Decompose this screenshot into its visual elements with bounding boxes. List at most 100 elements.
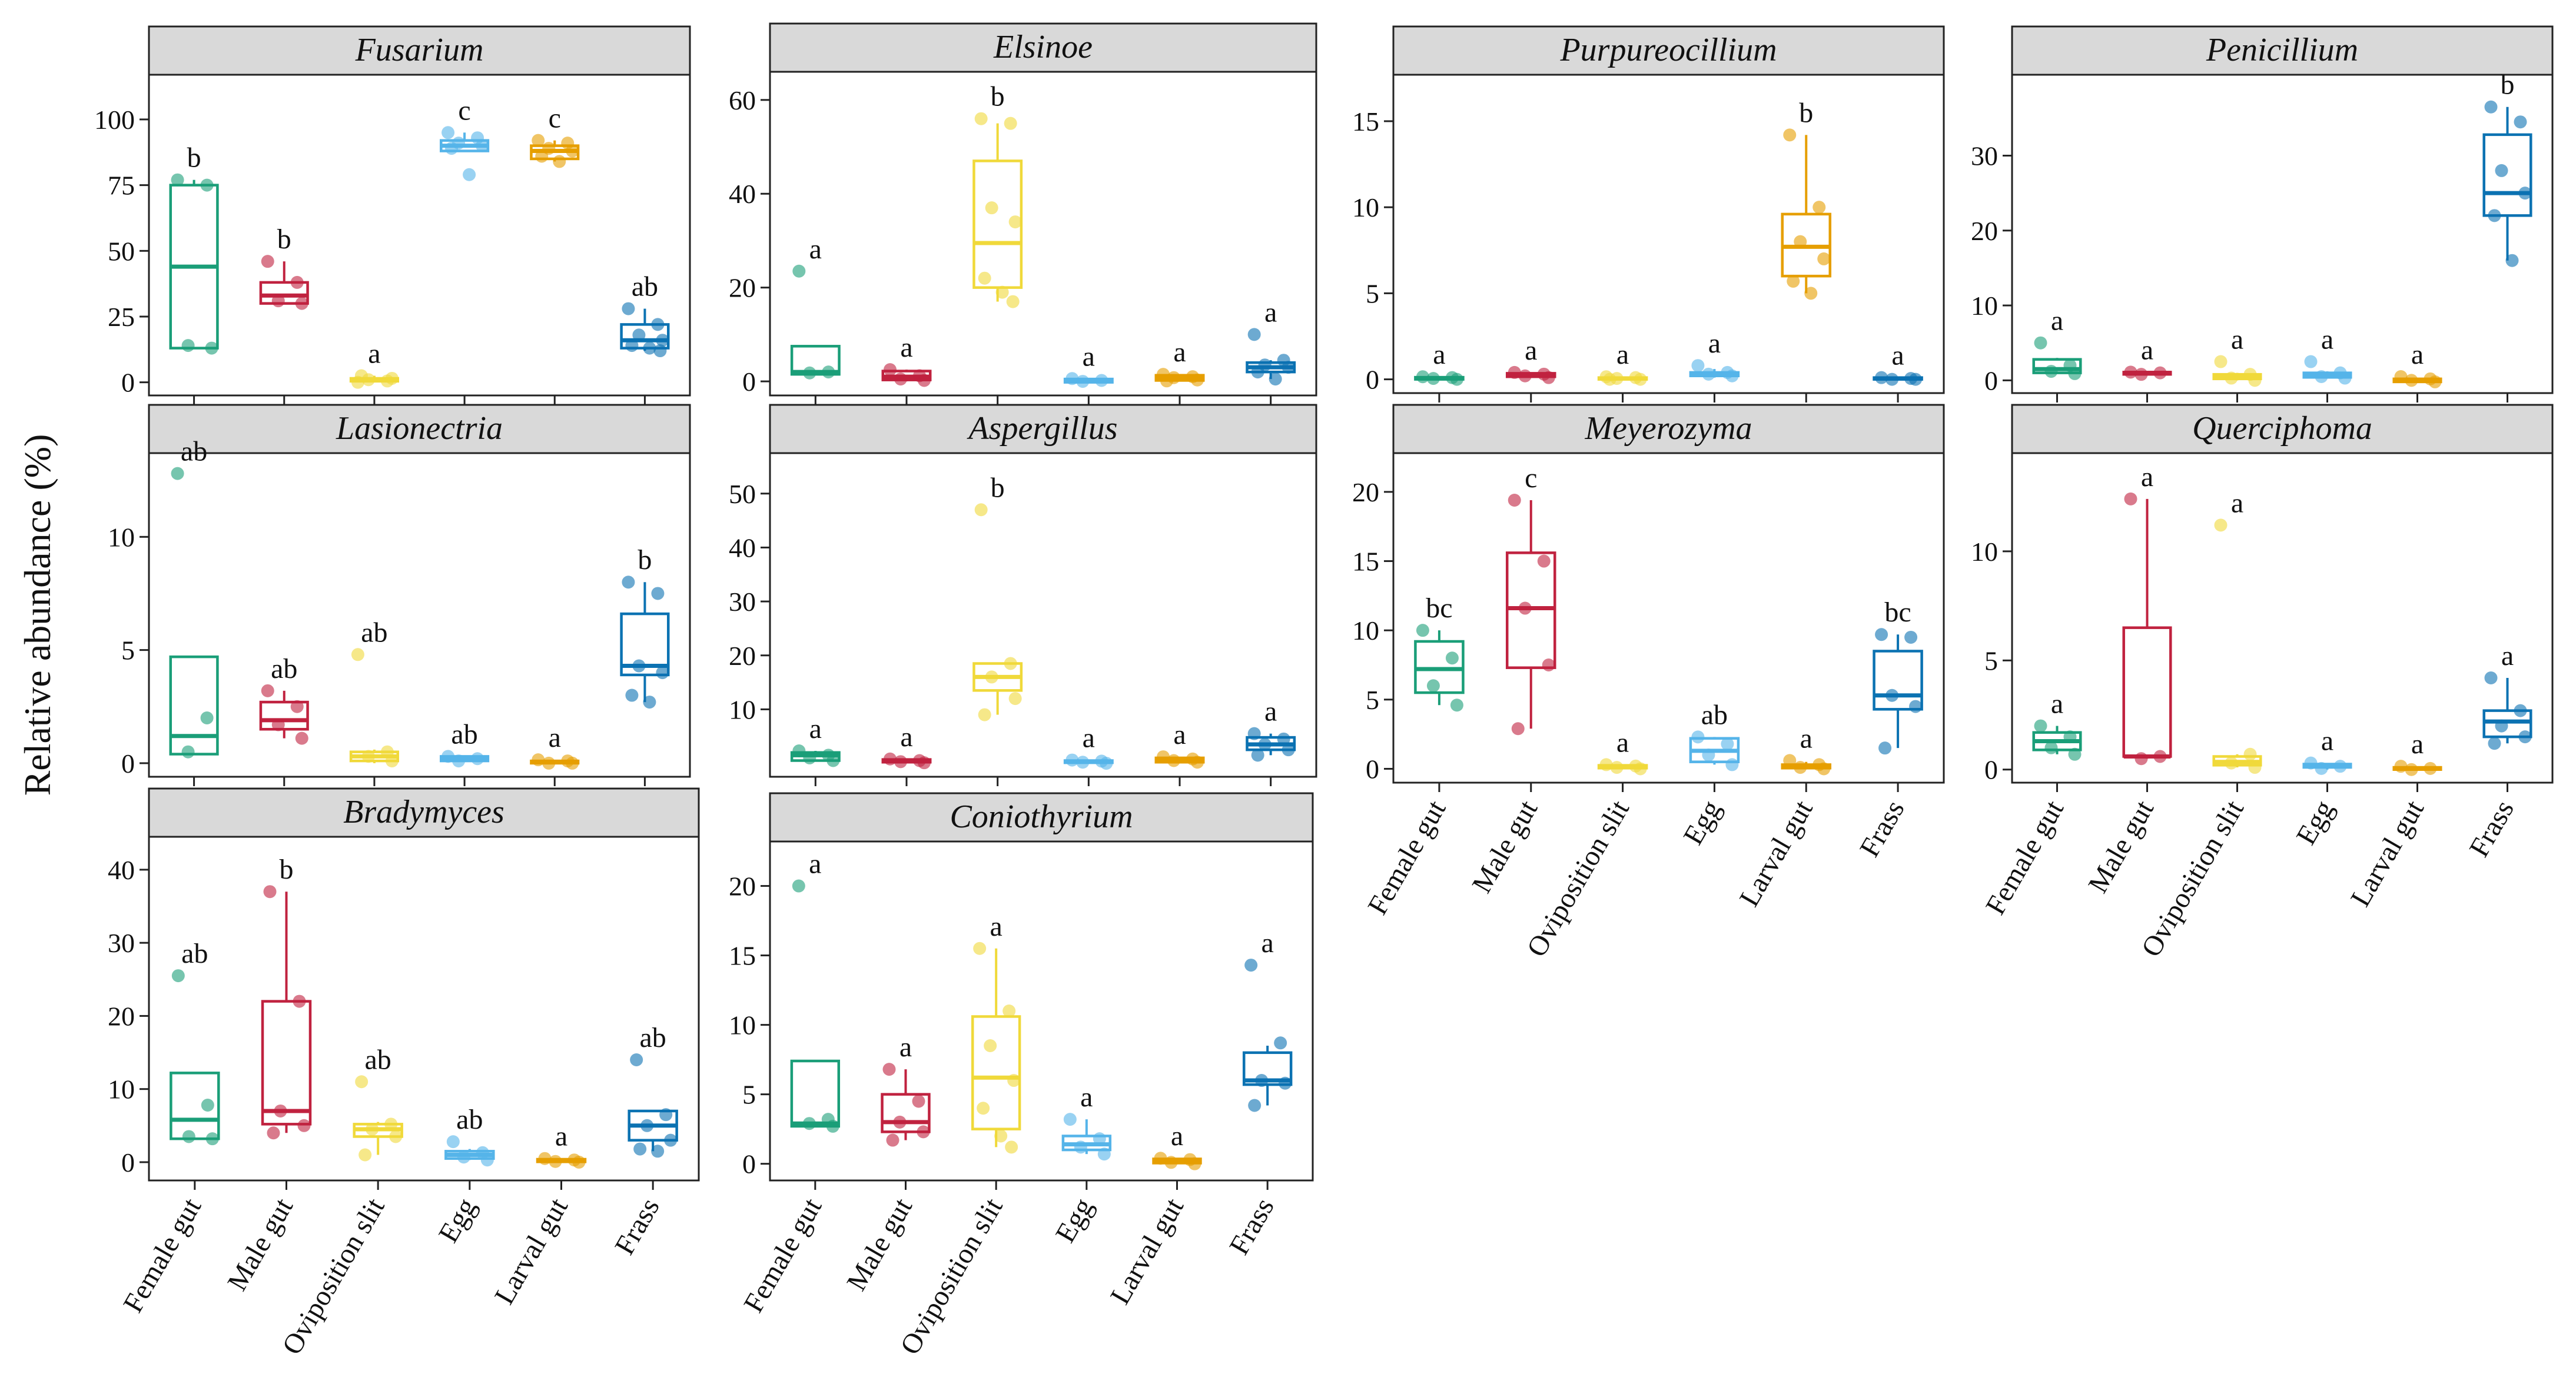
y-tick-label: 40 bbox=[729, 533, 756, 563]
data-point bbox=[271, 294, 285, 308]
data-point bbox=[622, 302, 635, 315]
data-point bbox=[917, 1125, 930, 1139]
y-tick-label: 20 bbox=[108, 1001, 135, 1031]
data-point bbox=[538, 1152, 552, 1165]
box-egg: a bbox=[1061, 1082, 1112, 1161]
y-tick-label: 10 bbox=[1971, 537, 1998, 567]
data-point bbox=[2124, 365, 2137, 379]
data-point bbox=[358, 1148, 372, 1162]
data-point bbox=[622, 576, 635, 589]
x-tick-label: Male gut bbox=[2082, 794, 2160, 898]
data-point bbox=[1511, 722, 1525, 736]
panel-meyerozyma: Meyerozyma 0 5 10 15 20 bc c a ab a bc Female gut Mal… bbox=[1352, 404, 1945, 962]
data-point bbox=[656, 666, 669, 680]
data-point bbox=[295, 731, 308, 745]
y-tick-label: 0 bbox=[121, 368, 135, 398]
box-egg: a bbox=[1689, 328, 1740, 382]
data-point bbox=[201, 1099, 214, 1112]
x-tick-label: Frass bbox=[609, 1193, 666, 1260]
data-point bbox=[1065, 753, 1079, 767]
significance-letter: b bbox=[277, 224, 291, 255]
data-point bbox=[1702, 748, 1715, 761]
data-point bbox=[2214, 518, 2228, 532]
data-point bbox=[355, 1075, 369, 1089]
data-point bbox=[351, 648, 364, 661]
x-tick-label: Egg bbox=[433, 1193, 483, 1248]
x-tick-label: Female gut bbox=[738, 1192, 828, 1318]
data-point bbox=[1875, 371, 1888, 384]
box-frass: bc bbox=[1873, 597, 1923, 755]
data-point bbox=[2304, 756, 2318, 770]
data-point bbox=[2044, 365, 2058, 378]
data-point bbox=[2243, 747, 2257, 761]
data-point bbox=[1160, 374, 1173, 388]
data-point bbox=[1885, 688, 1899, 702]
data-point bbox=[625, 688, 639, 702]
data-point bbox=[366, 1123, 379, 1136]
data-point bbox=[2394, 370, 2408, 383]
x-tick-label: Male gut bbox=[1466, 794, 1543, 898]
panel-frame bbox=[1392, 74, 1945, 394]
data-point bbox=[894, 372, 907, 386]
significance-letter: a bbox=[2411, 339, 2424, 370]
data-point bbox=[1157, 750, 1170, 764]
x-tick-label: Egg bbox=[2290, 795, 2340, 850]
data-point bbox=[1603, 372, 1616, 386]
data-point bbox=[1244, 959, 1258, 972]
data-point bbox=[171, 173, 184, 187]
data-point bbox=[1095, 374, 1108, 387]
box-male-gut: ab bbox=[259, 653, 309, 745]
data-point bbox=[1783, 754, 1797, 767]
data-point bbox=[985, 201, 998, 215]
significance-letter: a bbox=[1083, 723, 1095, 754]
significance-letter: ab bbox=[640, 1022, 666, 1053]
data-point bbox=[2405, 374, 2418, 387]
y-tick-label: 75 bbox=[108, 171, 135, 201]
data-point bbox=[822, 365, 835, 379]
significance-letter: a bbox=[2051, 305, 2063, 337]
y-tick-label: 60 bbox=[729, 85, 756, 115]
significance-letter: a bbox=[1173, 719, 1186, 750]
data-point bbox=[1794, 235, 1807, 248]
data-point bbox=[1191, 373, 1204, 387]
data-point bbox=[171, 969, 185, 983]
box-female-gut: b bbox=[169, 142, 219, 355]
data-point bbox=[542, 756, 556, 770]
data-point bbox=[792, 744, 806, 757]
data-point bbox=[978, 708, 991, 721]
data-point bbox=[441, 126, 455, 139]
box-larval-gut: a bbox=[530, 722, 580, 770]
significance-letter: a bbox=[2051, 688, 2063, 720]
data-point bbox=[200, 711, 214, 724]
y-tick-label: 15 bbox=[1352, 547, 1379, 577]
data-point bbox=[181, 339, 195, 352]
significance-letter: a bbox=[809, 849, 821, 880]
data-point bbox=[2484, 671, 2498, 684]
box-oviposition-slit: a bbox=[2212, 324, 2262, 387]
data-point bbox=[1817, 252, 1831, 265]
y-tick-label: 10 bbox=[729, 1010, 756, 1040]
data-point bbox=[1445, 651, 1459, 665]
data-point bbox=[2225, 756, 2238, 770]
data-point bbox=[1006, 295, 1020, 308]
y-tick-label: 15 bbox=[729, 941, 756, 971]
box-female-gut: a bbox=[790, 234, 841, 380]
box-male-gut: a bbox=[881, 1032, 931, 1147]
data-point bbox=[912, 1095, 925, 1108]
data-point bbox=[1725, 758, 1739, 771]
data-point bbox=[973, 942, 987, 955]
data-point bbox=[566, 144, 579, 158]
data-point bbox=[977, 1102, 990, 1115]
data-point bbox=[2405, 763, 2418, 776]
data-point bbox=[632, 328, 646, 342]
significance-letter: ab bbox=[1701, 699, 1728, 730]
data-point bbox=[2248, 761, 2262, 774]
y-tick-label: 20 bbox=[729, 273, 756, 303]
data-point bbox=[1783, 128, 1797, 142]
data-point bbox=[205, 341, 218, 355]
box-larval-gut: a bbox=[1154, 719, 1205, 769]
box-female-gut: a bbox=[790, 713, 841, 767]
box-larval-gut: a bbox=[1152, 1120, 1202, 1170]
significance-letter: a bbox=[1264, 696, 1277, 727]
